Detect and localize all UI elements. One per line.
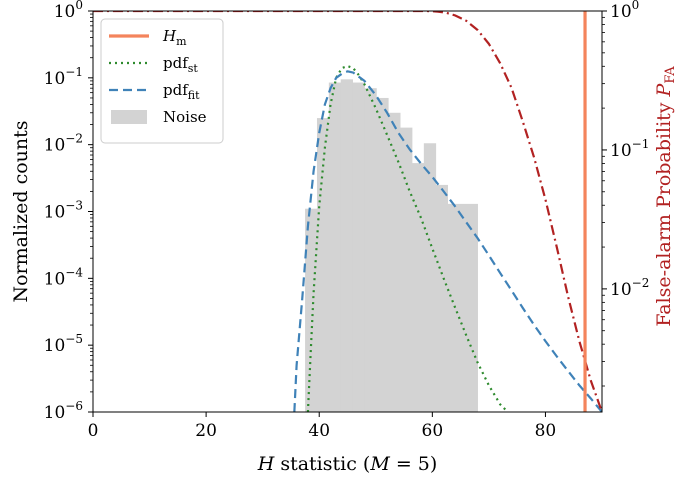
x-label-text: statistic (	[274, 453, 370, 475]
y-tick-exponent: −6	[65, 399, 83, 413]
y-tick-mantissa: 10	[44, 203, 66, 223]
legend-label-pdf_st: pdfst	[163, 54, 198, 75]
y-tick-label-right-2: 10−2	[610, 276, 649, 300]
y-tick-label-left-2: 10−2	[44, 132, 83, 156]
y-tick-mantissa: 10	[44, 136, 66, 156]
y-tick-mantissa: 10	[44, 403, 66, 423]
legend-label-sub: fit	[188, 89, 200, 102]
y-tick-exponent: −5	[65, 332, 83, 346]
legend-label-main: pdf	[163, 81, 189, 99]
noise-bar-8	[400, 127, 413, 412]
noise-bar-7	[388, 112, 401, 412]
x-axis-label: H statistic (M = 5)	[257, 453, 438, 475]
noise-bar-2	[328, 82, 342, 412]
y-tick-label-right-0: 100	[610, 0, 639, 22]
y-tick-exponent: 0	[632, 0, 640, 12]
y-tick-mantissa: 10	[44, 69, 66, 89]
noise-bar-6	[376, 97, 389, 412]
noise-bar-1	[316, 118, 330, 412]
noise-bar-9	[411, 163, 425, 412]
y-tick-exponent: −1	[632, 137, 650, 151]
legend-label-main: Noise	[163, 108, 207, 126]
y-tick-exponent: 0	[75, 0, 83, 12]
noise-bar-10	[423, 143, 437, 412]
legend-label-pdf_fit: pdffit	[163, 81, 200, 102]
legend-label-hm: Hm	[162, 27, 187, 48]
axis-labels: H statistic (M = 5) Normalized counts Fals…	[10, 66, 678, 475]
y-tick-mantissa: 10	[54, 2, 76, 22]
y-tick-label-left-1: 10−1	[44, 65, 83, 89]
y-right-label-sub: FA	[663, 66, 678, 84]
y-right-label-text: False-alarm Probability	[653, 96, 675, 326]
series-pdf_st	[306, 64, 510, 412]
x-tick-label-60: 60	[422, 421, 444, 441]
x-label-italic-m: M	[369, 453, 390, 475]
legend-label-sub: m	[176, 35, 187, 48]
y-tick-mantissa: 10	[44, 336, 66, 356]
legend-label-main: H	[162, 27, 177, 45]
y-axis-label-right: False-alarm Probability PFA	[653, 66, 678, 327]
y-right-label-italic: P	[653, 82, 675, 97]
x-tick-label-80: 80	[535, 421, 557, 441]
y-axis-label-left: Normalized counts	[10, 120, 32, 302]
y-tick-exponent: −4	[65, 265, 83, 279]
y-tick-mantissa: 10	[610, 280, 632, 300]
noise-histogram	[305, 79, 478, 412]
y-tick-mantissa: 10	[44, 269, 66, 289]
x-tick-label-0: 0	[88, 421, 99, 441]
noise-bar-11	[435, 184, 449, 412]
y-tick-label-left-6: 10−6	[44, 399, 83, 423]
legend-label-noise: Noise	[163, 108, 207, 126]
y-tick-exponent: −2	[65, 132, 83, 146]
y-tick-exponent: −3	[65, 199, 83, 213]
y-tick-label-right-1: 10−1	[610, 137, 649, 161]
legend-label-sub: st	[188, 62, 199, 75]
y-tick-exponent: −2	[632, 276, 650, 290]
y-tick-label-left-4: 10−4	[44, 265, 84, 289]
x-label-rest: = 5)	[390, 453, 438, 475]
legend-label-main: pdf	[163, 54, 189, 72]
y-tick-label-left-3: 10−3	[44, 199, 83, 223]
x-label-italic-h: H	[257, 453, 275, 475]
axis-ticks: 0 20 40 60 8010010−110−210−310−410−510−61001…	[44, 0, 650, 441]
noise-bar-0	[305, 208, 318, 412]
y-tick-mantissa: 10	[610, 141, 632, 161]
series-pfa	[93, 11, 602, 412]
y-tick-mantissa: 10	[610, 2, 632, 22]
y-tick-label-left-0: 100	[54, 0, 83, 22]
y-tick-exponent: −1	[65, 65, 83, 79]
series-layer	[93, 11, 602, 412]
x-tick-label-40: 40	[308, 421, 330, 441]
y-tick-label-left-5: 10−5	[44, 332, 83, 356]
noise-bar-5	[364, 88, 377, 412]
legend-swatch-noise	[111, 110, 147, 124]
noise-bar-12	[447, 203, 478, 412]
series-pdf_fit	[293, 70, 602, 412]
x-tick-label-20: 20	[195, 421, 217, 441]
noise-bar-3	[340, 79, 353, 412]
noise-bar-4	[352, 82, 365, 412]
